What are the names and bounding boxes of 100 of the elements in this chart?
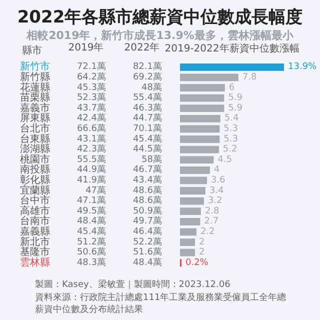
text: 48萬: [142, 82, 162, 93]
text: 48.6萬: [132, 184, 162, 196]
data-label: 2: [198, 237, 205, 248]
data-label: 3.2: [208, 196, 222, 206]
text: 64.2萬: [76, 71, 106, 82]
source-note: 資料來源：行政院主計總處111年工業及服務業受僱員工全年總薪資中位數及分布統計結果: [35, 292, 286, 315]
text: 41.9萬: [76, 174, 106, 186]
text: 44.7萬: [132, 112, 162, 124]
data-label: 2: [198, 248, 205, 258]
text: 49.5萬: [76, 205, 106, 216]
data-label: 2.8: [204, 206, 220, 216]
text: 52.3萬: [76, 92, 106, 104]
bar: [180, 238, 195, 246]
y-tick-label: 苗栗縣: [20, 92, 50, 104]
bar: [180, 114, 220, 122]
data-label: 7.8: [242, 72, 257, 82]
bar: [180, 156, 214, 164]
y-tick-label: 基隆市: [20, 246, 50, 258]
data-label: 5.9: [228, 103, 243, 114]
y-tick-label: 桃園市: [20, 153, 50, 166]
text: 72.1萬: [76, 61, 106, 72]
bar: [180, 74, 238, 82]
text: 42.4萬: [76, 112, 106, 124]
bar: [180, 125, 220, 133]
text: 50.9萬: [132, 205, 162, 216]
y-tick-label: 嘉義市: [20, 102, 50, 114]
y-tick-label: 高雄市: [20, 204, 50, 217]
y-tick-label: 彰化縣: [20, 174, 50, 186]
bar: [180, 218, 200, 226]
text: 48.3萬: [76, 256, 106, 268]
text: 44.9萬: [76, 164, 106, 176]
y-tick-label: 花蓮縣: [20, 81, 50, 94]
bar: [180, 166, 210, 174]
y-tick-label: 宜蘭縣: [20, 184, 50, 196]
y-tick-label: 屏東縣: [20, 112, 50, 124]
data-label: 13.9%: [288, 62, 318, 72]
data-label: 5.4: [224, 114, 239, 124]
text: 44.5萬: [132, 144, 162, 155]
text: 47.1萬: [76, 195, 106, 206]
text: 46.7萬: [132, 164, 162, 176]
y-tick-label: 台中市: [20, 194, 50, 207]
data-label: 3.6: [210, 175, 226, 186]
y-tick-label: 新北市: [20, 236, 50, 248]
data-label: 4: [214, 165, 220, 176]
y-tick-label: 新竹縣: [20, 70, 50, 83]
text: 45.3萬: [76, 82, 106, 93]
y-tick-label: 雲林縣: [20, 256, 50, 268]
text: 70.1萬: [132, 122, 162, 134]
text: 46.3萬: [132, 102, 162, 114]
bar: [180, 187, 206, 194]
y-axis-title: 縣市: [22, 44, 42, 56]
category-label: 2022年: [124, 42, 160, 54]
bar: [180, 63, 284, 71]
text: 47萬: [86, 184, 106, 196]
text: 48.4萬: [132, 256, 162, 268]
bar: [180, 146, 219, 154]
text: 66.6萬: [76, 122, 106, 134]
text: 51.6萬: [132, 246, 162, 258]
y-tick-label: 台北市: [20, 122, 50, 134]
text: 45.4萬: [76, 226, 106, 237]
y-tick-label: 台東縣: [20, 132, 50, 145]
data-label: 5.9: [228, 93, 243, 104]
data-label: 2.7: [204, 216, 219, 227]
text: 48.4萬: [76, 216, 106, 227]
text: 42.3萬: [76, 144, 106, 155]
bar: [180, 228, 196, 236]
text: 49.7萬: [132, 216, 162, 227]
text: 58萬: [142, 154, 162, 165]
data-label: 0.2%: [185, 258, 209, 268]
bar: [180, 104, 224, 112]
text: 45.4萬: [132, 133, 162, 144]
data-label: 2.2: [200, 226, 215, 237]
data-label: 4.5: [218, 154, 232, 165]
text: 50.6萬: [76, 246, 106, 258]
y-tick-label: 嘉義縣: [20, 225, 50, 238]
data-label: 6: [228, 82, 235, 93]
text: 55.4萬: [132, 92, 162, 104]
bar: [180, 84, 225, 92]
bar: [180, 248, 195, 256]
category-label: 2019年: [68, 42, 104, 54]
chart-title: 2022年各縣市總薪資中位數成長幅度: [17, 8, 303, 28]
text: 46.4萬: [132, 226, 162, 237]
text: 55.5萬: [76, 154, 106, 165]
text: 52.2萬: [132, 236, 162, 248]
series-label: 2019-2022年薪資中位數漲幅: [164, 42, 300, 54]
text: 43.7萬: [76, 102, 106, 114]
bar: [180, 176, 207, 184]
bar: [180, 136, 220, 143]
bar: [180, 94, 224, 102]
data-label: 5.2: [222, 144, 238, 155]
y-tick-label: 南投縣: [20, 164, 50, 176]
text: 43.1萬: [76, 133, 106, 144]
bar: [180, 197, 204, 205]
data-label: 3.4: [209, 186, 224, 196]
y-tick-label: 新竹市: [20, 60, 50, 73]
text: 製圖：Kasey、梁敏萱｜製圖時間：2023.12.06: [35, 279, 231, 290]
text: 51.2萬: [76, 236, 106, 248]
bar: [180, 208, 201, 216]
data-label: 5.3: [224, 134, 238, 144]
y-tick-label: 台南市: [20, 215, 50, 228]
